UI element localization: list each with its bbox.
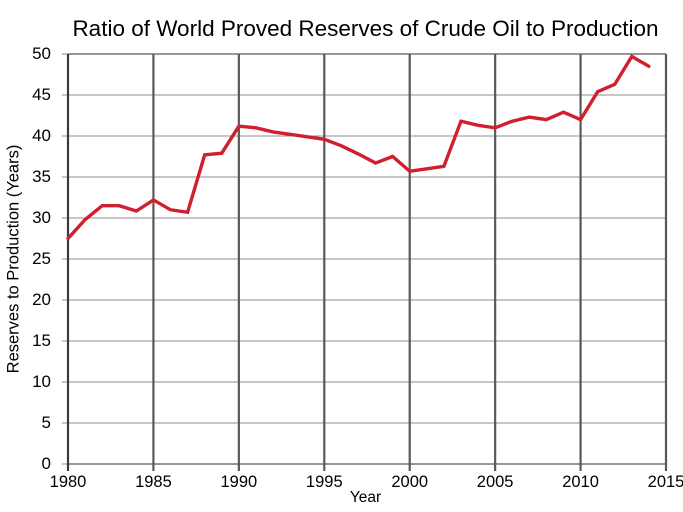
- svg-text:10: 10: [32, 372, 51, 391]
- svg-text:35: 35: [32, 167, 51, 186]
- svg-text:1980: 1980: [50, 473, 87, 491]
- svg-text:2015: 2015: [648, 473, 683, 491]
- svg-text:50: 50: [32, 44, 51, 63]
- svg-text:40: 40: [32, 126, 51, 145]
- svg-text:30: 30: [32, 208, 51, 227]
- svg-text:45: 45: [32, 85, 51, 104]
- svg-text:15: 15: [32, 331, 51, 350]
- svg-text:0: 0: [42, 454, 51, 473]
- svg-text:1995: 1995: [306, 473, 343, 491]
- svg-text:1990: 1990: [220, 473, 257, 491]
- svg-text:25: 25: [32, 249, 51, 268]
- svg-text:2010: 2010: [562, 473, 599, 491]
- svg-text:1985: 1985: [135, 473, 172, 491]
- svg-text:5: 5: [42, 413, 51, 432]
- svg-text:2005: 2005: [477, 473, 514, 491]
- svg-text:2000: 2000: [391, 473, 428, 491]
- svg-text:20: 20: [32, 290, 51, 309]
